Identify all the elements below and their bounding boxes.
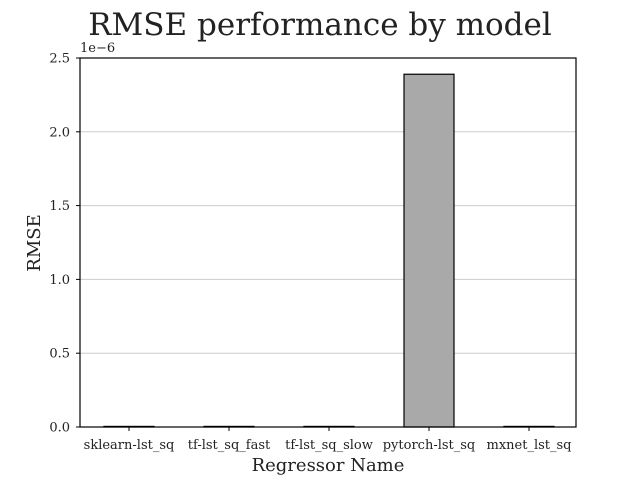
x-tick-label: pytorch-lst_sq <box>383 438 476 453</box>
x-axis-label: Regressor Name <box>252 455 405 476</box>
x-tick-label: tf-lst_sq_fast <box>188 438 271 453</box>
x-tick-label: mxnet_lst_sq <box>487 438 572 453</box>
chart-title: RMSE performance by model <box>88 7 552 43</box>
y-tick-label: 0.0 <box>49 421 70 436</box>
y-tick-label: 1.5 <box>49 199 70 214</box>
y-axis-label: RMSE <box>24 214 45 271</box>
y-tick-label: 2.5 <box>49 52 70 67</box>
bar <box>403 73 455 428</box>
y-tick-label: 0.5 <box>49 347 70 362</box>
plot-frame <box>79 57 577 428</box>
x-tick-label: tf-lst_sq_slow <box>285 438 373 453</box>
x-tick-label: sklearn-lst_sq <box>84 438 175 453</box>
y-tick-label: 2.0 <box>49 125 70 140</box>
x-axis-ticks: sklearn-lst_sq tf-lst_sq_fast tf-lst_sq_sl… <box>84 427 572 453</box>
grid-lines <box>80 131 576 354</box>
y-axis-ticks: 0.0 0.5 1.0 1.5 2.0 2.5 <box>49 52 80 436</box>
bars <box>103 73 555 428</box>
y-tick-label: 1.0 <box>49 273 70 288</box>
y-offset-label: 1e−6 <box>80 41 115 56</box>
